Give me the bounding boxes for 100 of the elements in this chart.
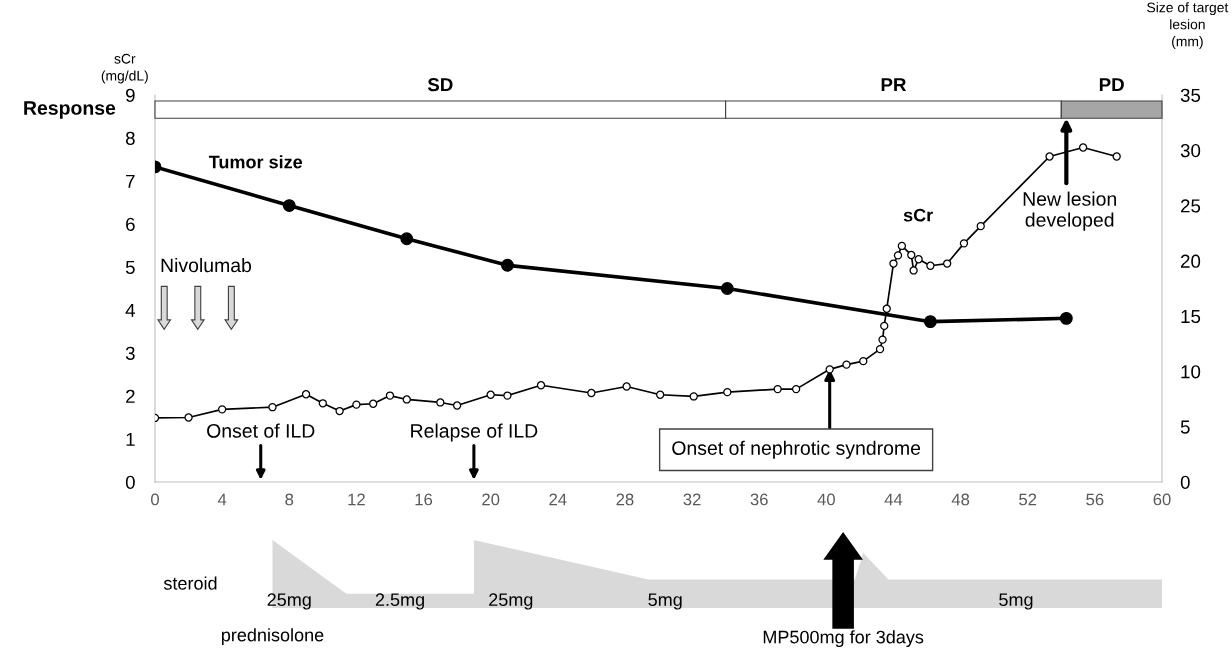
point — [959, 239, 969, 248]
x-tick-label: 56 — [1086, 493, 1104, 506]
x-tick-label: 8 — [285, 493, 294, 506]
y2-tick-label: 20 — [1181, 254, 1201, 268]
y-tick-label: 6 — [126, 217, 135, 231]
point — [878, 335, 887, 344]
text: Response — [24, 101, 116, 119]
series-label: sCr — [903, 208, 933, 222]
band-label: PR — [881, 78, 907, 92]
y2-tick-label: 25 — [1181, 199, 1201, 213]
point — [503, 391, 512, 400]
x-tick-label: 44 — [884, 493, 903, 506]
y2-tick-label: 10 — [1181, 365, 1201, 379]
point — [318, 399, 327, 408]
point — [791, 384, 801, 394]
point — [1045, 152, 1054, 161]
point — [943, 259, 952, 268]
point — [402, 395, 411, 404]
point — [893, 251, 903, 260]
x-tick-label: 28 — [616, 493, 634, 506]
point — [897, 241, 907, 251]
point — [859, 357, 868, 366]
point — [587, 388, 596, 398]
point — [1112, 152, 1121, 161]
point — [976, 221, 985, 231]
point — [1078, 143, 1088, 152]
point — [880, 321, 889, 331]
annotation: 5mg — [999, 593, 1033, 610]
point — [486, 390, 495, 399]
point — [720, 282, 734, 295]
x-tick-label: 24 — [549, 493, 567, 506]
text: MP500mg for 3days — [763, 630, 924, 648]
y2-tick-label: 0 — [1180, 475, 1190, 489]
point — [184, 413, 193, 422]
x-tick-label: 40 — [817, 493, 835, 506]
annotation: 25mg — [489, 593, 533, 610]
point — [875, 344, 885, 354]
x-tick-label: 52 — [1019, 493, 1037, 506]
x-tick-label: 32 — [683, 493, 701, 506]
point — [352, 400, 361, 409]
y2-tick-label: 5 — [1180, 420, 1190, 434]
point — [282, 199, 296, 213]
y-tick-label: 4 — [125, 303, 136, 317]
point — [909, 266, 918, 275]
y-axis-title: sCr (mg/dL) — [101, 53, 148, 84]
point — [452, 401, 462, 410]
point — [889, 259, 898, 268]
point — [268, 403, 277, 412]
annotation: 2.5mg — [375, 593, 424, 610]
point — [923, 315, 937, 329]
x-tick-label: 12 — [348, 493, 365, 506]
annotation: Nivolumab — [161, 257, 252, 273]
band-label: PD — [1099, 78, 1124, 92]
y2-tick-label: 30 — [1180, 143, 1201, 158]
point — [907, 250, 916, 260]
point — [335, 406, 344, 416]
band-label: SD — [427, 78, 453, 92]
y-tick-label: 0 — [125, 475, 135, 489]
text: prednisolone — [221, 628, 324, 645]
point — [1059, 311, 1073, 325]
y2-axis-title: Size of target lesion (mm) — [1147, 2, 1229, 50]
x-tick-label: 60 — [1153, 493, 1171, 506]
annotation: Onset of nephrotic syndrome — [672, 440, 921, 459]
annotation: 5mg — [648, 593, 682, 610]
y-tick-label: 2 — [126, 389, 135, 403]
point — [773, 384, 782, 394]
point — [536, 381, 546, 390]
y-tick-label: 5 — [125, 260, 135, 274]
point — [926, 261, 935, 270]
y-tick-label: 8 — [125, 131, 135, 145]
point — [914, 255, 923, 264]
y2-tick-label: 35 — [1180, 88, 1201, 102]
x-tick-label: 48 — [951, 493, 970, 506]
point — [689, 392, 698, 401]
point — [501, 258, 514, 272]
y-tick-label: 3 — [125, 346, 135, 360]
point — [217, 405, 227, 414]
point — [301, 390, 311, 399]
y2-tick-label: 15 — [1181, 310, 1201, 324]
y-tick-label: 7 — [126, 174, 135, 188]
series-label: Tumor size — [208, 155, 303, 169]
annotation: Onset of ILD — [207, 423, 315, 438]
annotation: New lesion developed — [1023, 191, 1116, 231]
point — [369, 399, 378, 408]
point — [723, 387, 732, 397]
annotation: 25mg — [267, 593, 311, 610]
x-tick-label: 20 — [482, 493, 500, 506]
point — [622, 382, 631, 391]
point — [656, 390, 665, 399]
x-tick-label: 16 — [415, 493, 433, 506]
x-tick-label: 36 — [750, 493, 768, 506]
point — [825, 365, 834, 374]
annotation: steroid — [163, 576, 217, 590]
point — [436, 398, 445, 407]
y-tick-label: 1 — [126, 432, 135, 446]
y-tick-label: 9 — [126, 88, 135, 102]
annotation: Relapse of ILD — [411, 423, 538, 442]
point — [842, 360, 851, 369]
x-tick-label: 4 — [217, 493, 227, 506]
point — [385, 391, 395, 400]
